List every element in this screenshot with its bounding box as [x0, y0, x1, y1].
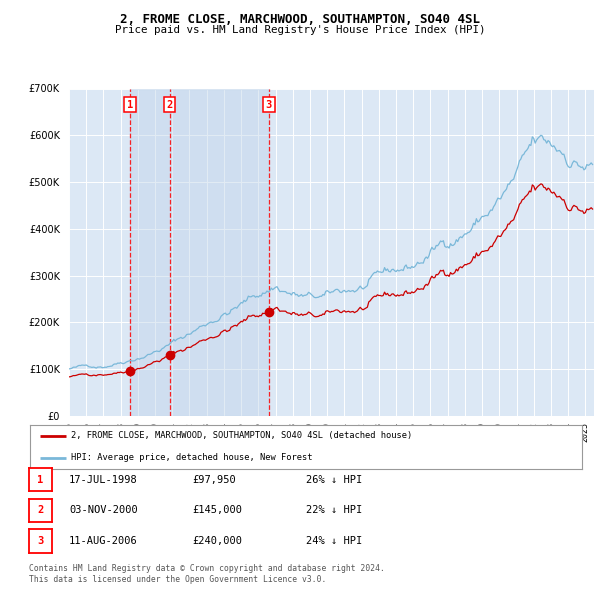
Text: 2, FROME CLOSE, MARCHWOOD, SOUTHAMPTON, SO40 4SL (detached house): 2, FROME CLOSE, MARCHWOOD, SOUTHAMPTON, …	[71, 431, 413, 440]
Text: 11-AUG-2006: 11-AUG-2006	[69, 536, 138, 546]
Text: 3: 3	[37, 536, 43, 546]
Text: 03-NOV-2000: 03-NOV-2000	[69, 506, 138, 515]
Text: 2: 2	[37, 506, 43, 515]
Text: 1: 1	[127, 100, 133, 110]
Text: 26% ↓ HPI: 26% ↓ HPI	[306, 475, 362, 484]
Text: 24% ↓ HPI: 24% ↓ HPI	[306, 536, 362, 546]
Text: This data is licensed under the Open Government Licence v3.0.: This data is licensed under the Open Gov…	[29, 575, 326, 584]
Text: 2, FROME CLOSE, MARCHWOOD, SOUTHAMPTON, SO40 4SL: 2, FROME CLOSE, MARCHWOOD, SOUTHAMPTON, …	[120, 13, 480, 26]
Text: £240,000: £240,000	[192, 536, 242, 546]
Text: £145,000: £145,000	[192, 506, 242, 515]
Text: 17-JUL-1998: 17-JUL-1998	[69, 475, 138, 484]
Text: £97,950: £97,950	[192, 475, 236, 484]
Text: Contains HM Land Registry data © Crown copyright and database right 2024.: Contains HM Land Registry data © Crown c…	[29, 565, 385, 573]
Text: 22% ↓ HPI: 22% ↓ HPI	[306, 506, 362, 515]
Text: 3: 3	[266, 100, 272, 110]
Text: 1: 1	[37, 475, 43, 484]
Text: 2: 2	[166, 100, 173, 110]
Text: HPI: Average price, detached house, New Forest: HPI: Average price, detached house, New …	[71, 454, 313, 463]
Bar	[130, 88, 269, 416]
Text: Price paid vs. HM Land Registry's House Price Index (HPI): Price paid vs. HM Land Registry's House …	[115, 25, 485, 35]
